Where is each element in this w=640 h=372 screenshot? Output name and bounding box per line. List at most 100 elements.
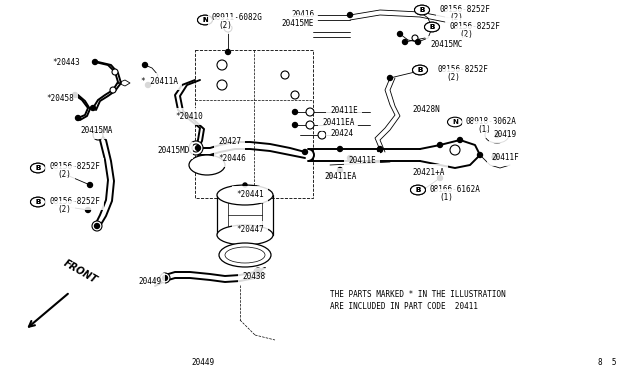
Text: (2): (2) bbox=[57, 170, 71, 179]
Circle shape bbox=[192, 144, 200, 152]
Ellipse shape bbox=[225, 247, 265, 263]
Ellipse shape bbox=[485, 127, 509, 143]
Text: 08156-8252F: 08156-8252F bbox=[440, 5, 491, 14]
Circle shape bbox=[195, 145, 200, 151]
Circle shape bbox=[291, 91, 299, 99]
Ellipse shape bbox=[31, 197, 45, 207]
Ellipse shape bbox=[413, 65, 428, 75]
Circle shape bbox=[281, 71, 289, 79]
Text: 20421+A: 20421+A bbox=[412, 168, 444, 177]
Circle shape bbox=[450, 145, 460, 155]
Circle shape bbox=[93, 60, 97, 64]
Circle shape bbox=[243, 183, 247, 187]
Circle shape bbox=[254, 268, 262, 276]
Circle shape bbox=[438, 142, 442, 148]
Text: *20458: *20458 bbox=[46, 94, 74, 103]
Text: B: B bbox=[429, 24, 435, 30]
Circle shape bbox=[415, 39, 420, 45]
Ellipse shape bbox=[198, 15, 212, 25]
Circle shape bbox=[318, 131, 326, 139]
Circle shape bbox=[412, 35, 418, 41]
Circle shape bbox=[88, 183, 93, 187]
Text: B: B bbox=[35, 199, 40, 205]
Text: B: B bbox=[35, 199, 40, 205]
Circle shape bbox=[397, 32, 403, 36]
Circle shape bbox=[189, 141, 203, 155]
Circle shape bbox=[378, 147, 383, 151]
Ellipse shape bbox=[31, 197, 45, 207]
Text: 20415MD: 20415MD bbox=[157, 146, 189, 155]
Circle shape bbox=[337, 167, 342, 173]
Text: B: B bbox=[417, 67, 422, 73]
Circle shape bbox=[303, 150, 307, 154]
Ellipse shape bbox=[219, 243, 271, 267]
Text: 20415MA: 20415MA bbox=[80, 126, 113, 135]
Text: 20411E: 20411E bbox=[330, 106, 358, 115]
Circle shape bbox=[328, 173, 333, 177]
Text: 20449: 20449 bbox=[191, 358, 214, 367]
Text: ARE INCLUDED IN PART CODE  20411: ARE INCLUDED IN PART CODE 20411 bbox=[330, 302, 478, 311]
Text: THE PARTS MARKED * IN THE ILLUSTRATION: THE PARTS MARKED * IN THE ILLUSTRATION bbox=[330, 290, 506, 299]
Text: 08156-8252F: 08156-8252F bbox=[49, 162, 100, 171]
Text: B: B bbox=[429, 24, 435, 30]
Text: 20427: 20427 bbox=[218, 137, 241, 146]
Circle shape bbox=[495, 132, 499, 138]
Text: *20446: *20446 bbox=[218, 154, 246, 163]
Text: N: N bbox=[202, 17, 208, 23]
Circle shape bbox=[95, 224, 99, 228]
Text: 20411EA: 20411EA bbox=[324, 172, 356, 181]
Text: 20411EA: 20411EA bbox=[322, 118, 355, 127]
Circle shape bbox=[427, 25, 433, 31]
Text: 8  5: 8 5 bbox=[598, 358, 616, 367]
Circle shape bbox=[86, 208, 90, 212]
Text: 20449: 20449 bbox=[138, 277, 161, 286]
Circle shape bbox=[306, 108, 314, 116]
Bar bbox=[195, 50, 313, 198]
Text: B: B bbox=[415, 187, 420, 193]
Ellipse shape bbox=[410, 185, 426, 195]
Circle shape bbox=[292, 122, 298, 128]
Circle shape bbox=[493, 154, 497, 160]
Text: 20428N: 20428N bbox=[412, 105, 440, 114]
Text: 08156-8252F: 08156-8252F bbox=[450, 22, 501, 31]
Circle shape bbox=[224, 24, 232, 32]
Circle shape bbox=[112, 69, 118, 75]
Circle shape bbox=[292, 109, 298, 115]
Ellipse shape bbox=[31, 163, 45, 173]
Text: (1): (1) bbox=[477, 125, 491, 134]
Text: 20424: 20424 bbox=[330, 129, 353, 138]
Text: N: N bbox=[452, 119, 458, 125]
Text: (2): (2) bbox=[218, 21, 232, 30]
Circle shape bbox=[225, 49, 230, 55]
Ellipse shape bbox=[198, 15, 212, 25]
Circle shape bbox=[110, 87, 116, 93]
Text: 20415MC: 20415MC bbox=[430, 40, 462, 49]
Circle shape bbox=[145, 83, 150, 87]
Circle shape bbox=[348, 13, 353, 17]
Text: 08166-6162A: 08166-6162A bbox=[430, 185, 481, 194]
Circle shape bbox=[438, 176, 442, 180]
Circle shape bbox=[458, 138, 463, 142]
Circle shape bbox=[387, 76, 392, 80]
Text: (2): (2) bbox=[459, 30, 473, 39]
Ellipse shape bbox=[189, 155, 225, 175]
Ellipse shape bbox=[217, 185, 273, 205]
Ellipse shape bbox=[410, 185, 426, 195]
Circle shape bbox=[417, 10, 422, 15]
Ellipse shape bbox=[415, 5, 429, 15]
Circle shape bbox=[477, 153, 483, 157]
Ellipse shape bbox=[424, 22, 440, 32]
Text: 08156-8252F: 08156-8252F bbox=[49, 197, 100, 206]
Text: *20443: *20443 bbox=[52, 58, 80, 67]
Text: 08918-3062A: 08918-3062A bbox=[466, 117, 517, 126]
Circle shape bbox=[72, 93, 77, 97]
Text: B: B bbox=[415, 187, 420, 193]
Circle shape bbox=[255, 269, 260, 275]
Text: *20441: *20441 bbox=[236, 190, 264, 199]
Text: *20447: *20447 bbox=[236, 225, 264, 234]
Circle shape bbox=[348, 155, 353, 160]
Text: 20419: 20419 bbox=[493, 130, 516, 139]
Circle shape bbox=[492, 154, 498, 160]
Text: 08156-8252F: 08156-8252F bbox=[437, 65, 488, 74]
Text: 20411E: 20411E bbox=[348, 156, 376, 165]
